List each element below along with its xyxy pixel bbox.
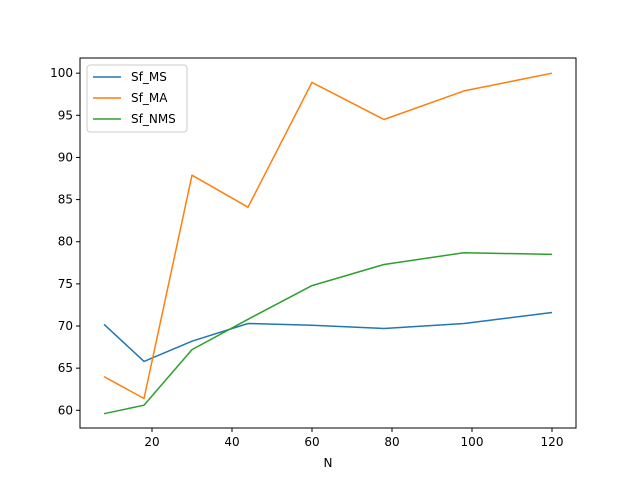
y-tick-label: 60 [58, 403, 73, 417]
x-axis-label: N [324, 456, 333, 470]
legend: Sf_MS Sf_MA Sf_NMS [86, 64, 188, 133]
legend-label: Sf_MA [131, 91, 168, 105]
series-line-sf-nms [103, 251, 553, 415]
y-tick-label: 75 [58, 277, 73, 291]
x-tick-label: 60 [304, 435, 319, 449]
series-line-sf-ma [103, 72, 553, 400]
x-tick-label: 100 [461, 435, 484, 449]
y-tick-label: 95 [58, 108, 73, 122]
y-axis: 60 65 70 75 80 85 90 95 100 [50, 66, 80, 417]
x-axis: 20 40 60 80 100 120 [144, 428, 563, 449]
x-tick-label: 40 [224, 435, 239, 449]
y-tick-label: 70 [58, 319, 73, 333]
x-tick-label: 20 [144, 435, 159, 449]
legend-label: Sf_NMS [131, 112, 176, 126]
plot-frame [79, 57, 577, 429]
legend-label: Sf_MS [131, 70, 167, 84]
y-tick-label: 100 [50, 66, 73, 80]
y-tick-label: 65 [58, 361, 73, 375]
x-tick-label: 120 [541, 435, 564, 449]
y-tick-label: 90 [58, 150, 73, 164]
y-tick-label: 85 [58, 193, 73, 207]
legend-box [86, 64, 188, 133]
y-tick-label: 80 [58, 235, 73, 249]
plot-lines [103, 72, 553, 415]
x-tick-label: 80 [384, 435, 399, 449]
